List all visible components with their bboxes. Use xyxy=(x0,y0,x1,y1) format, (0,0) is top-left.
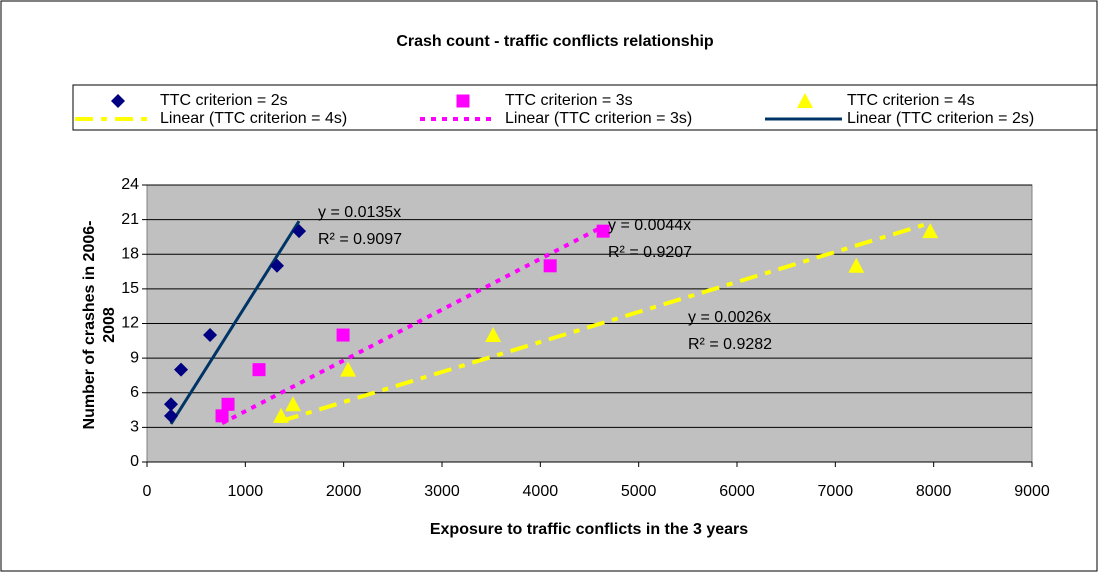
point xyxy=(203,328,218,343)
point xyxy=(596,224,610,238)
point xyxy=(340,361,357,377)
legend-label: Linear (TTC criterion = 4s) xyxy=(160,110,347,127)
y-tick-label: 24 xyxy=(121,176,139,193)
trendline xyxy=(169,220,301,425)
legend-marker xyxy=(111,94,125,108)
legend-marker xyxy=(456,94,470,108)
point xyxy=(848,257,865,273)
trendline-equation: y = 0.0135x xyxy=(318,204,401,221)
x-tick-label: 8000 xyxy=(916,483,952,500)
point xyxy=(215,409,229,423)
point xyxy=(163,397,178,412)
legend-box xyxy=(72,84,1098,131)
x-tick-label: 5000 xyxy=(621,483,657,500)
trendline-r-squared: R² = 0.9097 xyxy=(318,231,402,248)
x-tick-label: 3000 xyxy=(424,483,460,500)
point xyxy=(269,258,284,273)
point xyxy=(485,327,502,343)
legend-label: TTC criterion = 4s xyxy=(847,92,975,109)
legend-label: TTC criterion = 3s xyxy=(505,92,633,109)
point xyxy=(336,328,350,342)
point xyxy=(292,224,307,239)
y-tick-label: 0 xyxy=(130,453,139,470)
point xyxy=(922,223,939,239)
point xyxy=(273,407,290,423)
legend-label: Linear (TTC criterion = 3s) xyxy=(505,110,692,127)
legend-label: Linear (TTC criterion = 2s) xyxy=(847,110,1034,127)
legend-marker xyxy=(797,93,813,108)
point xyxy=(163,408,178,423)
y-tick-label: 3 xyxy=(130,419,139,436)
y-tick-label: 9 xyxy=(130,349,139,366)
y-tick-label: 18 xyxy=(121,245,139,262)
point xyxy=(174,362,189,377)
x-tick-label: 4000 xyxy=(523,483,559,500)
x-tick-label: 6000 xyxy=(719,483,755,500)
y-tick-label: 21 xyxy=(121,211,139,228)
y-tick-label: 12 xyxy=(121,315,139,332)
x-tick-label: 1000 xyxy=(228,483,264,500)
y-axis-title: Number of crashes in 2006-2008 xyxy=(81,220,118,430)
y-tick-label: 15 xyxy=(121,280,139,297)
point xyxy=(252,363,266,377)
x-tick-label: 0 xyxy=(143,483,152,500)
legend-label: TTC criterion = 2s xyxy=(160,92,288,109)
x-tick-label: 7000 xyxy=(818,483,854,500)
x-tick-label: 2000 xyxy=(326,483,362,500)
chart-title: Crash count - traffic conflicts relation… xyxy=(396,33,714,50)
x-axis-title: Exposure to traffic conflicts in the 3 y… xyxy=(430,521,748,538)
trendline-equation: y = 0.0026x xyxy=(688,309,771,326)
point xyxy=(285,396,302,412)
point xyxy=(221,397,235,411)
y-tick-label: 6 xyxy=(130,384,139,401)
trendline-r-squared: R² = 0.9282 xyxy=(688,336,772,353)
point xyxy=(543,259,557,273)
trendline-r-squared: R² = 0.9207 xyxy=(608,244,692,261)
x-tick-label: 9000 xyxy=(1014,483,1050,500)
trendline-equation: y = 0.0044x xyxy=(608,217,691,234)
trendline xyxy=(280,221,931,424)
